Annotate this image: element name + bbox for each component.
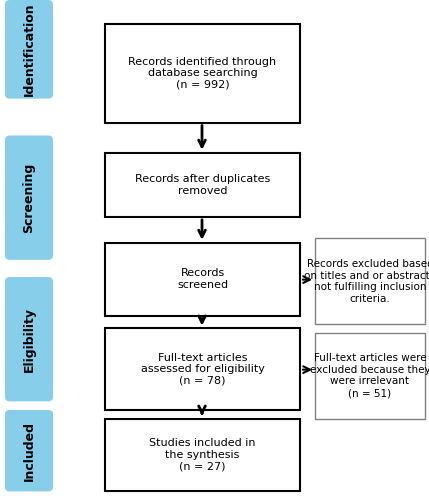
FancyBboxPatch shape xyxy=(315,333,425,418)
Text: Studies included in
the synthesis
(n = 27): Studies included in the synthesis (n = 2… xyxy=(149,438,256,472)
FancyBboxPatch shape xyxy=(105,24,300,122)
Text: Screening: Screening xyxy=(22,162,36,233)
Text: Identification: Identification xyxy=(22,2,36,96)
Text: Full-text articles were
excluded because they
were irrelevant
(n = 51): Full-text articles were excluded because… xyxy=(310,353,429,398)
FancyBboxPatch shape xyxy=(5,277,53,402)
FancyBboxPatch shape xyxy=(105,242,300,316)
FancyBboxPatch shape xyxy=(5,136,53,260)
Text: Records identified through
database searching
(n = 992): Records identified through database sear… xyxy=(128,56,277,90)
FancyBboxPatch shape xyxy=(5,410,53,492)
Text: Eligibility: Eligibility xyxy=(22,306,36,372)
Text: Records excluded based
on titles and or abstracts
not fulfilling inclusion
crite: Records excluded based on titles and or … xyxy=(304,259,429,304)
Text: Full-text articles
assessed for eligibility
(n = 78): Full-text articles assessed for eligibil… xyxy=(141,352,264,386)
FancyBboxPatch shape xyxy=(105,152,300,217)
Text: Included: Included xyxy=(22,420,36,480)
FancyBboxPatch shape xyxy=(315,238,425,324)
FancyBboxPatch shape xyxy=(105,418,300,492)
FancyBboxPatch shape xyxy=(105,328,300,410)
Text: Records after duplicates
removed: Records after duplicates removed xyxy=(135,174,270,196)
FancyBboxPatch shape xyxy=(5,0,53,98)
Text: Records
screened: Records screened xyxy=(177,268,228,290)
